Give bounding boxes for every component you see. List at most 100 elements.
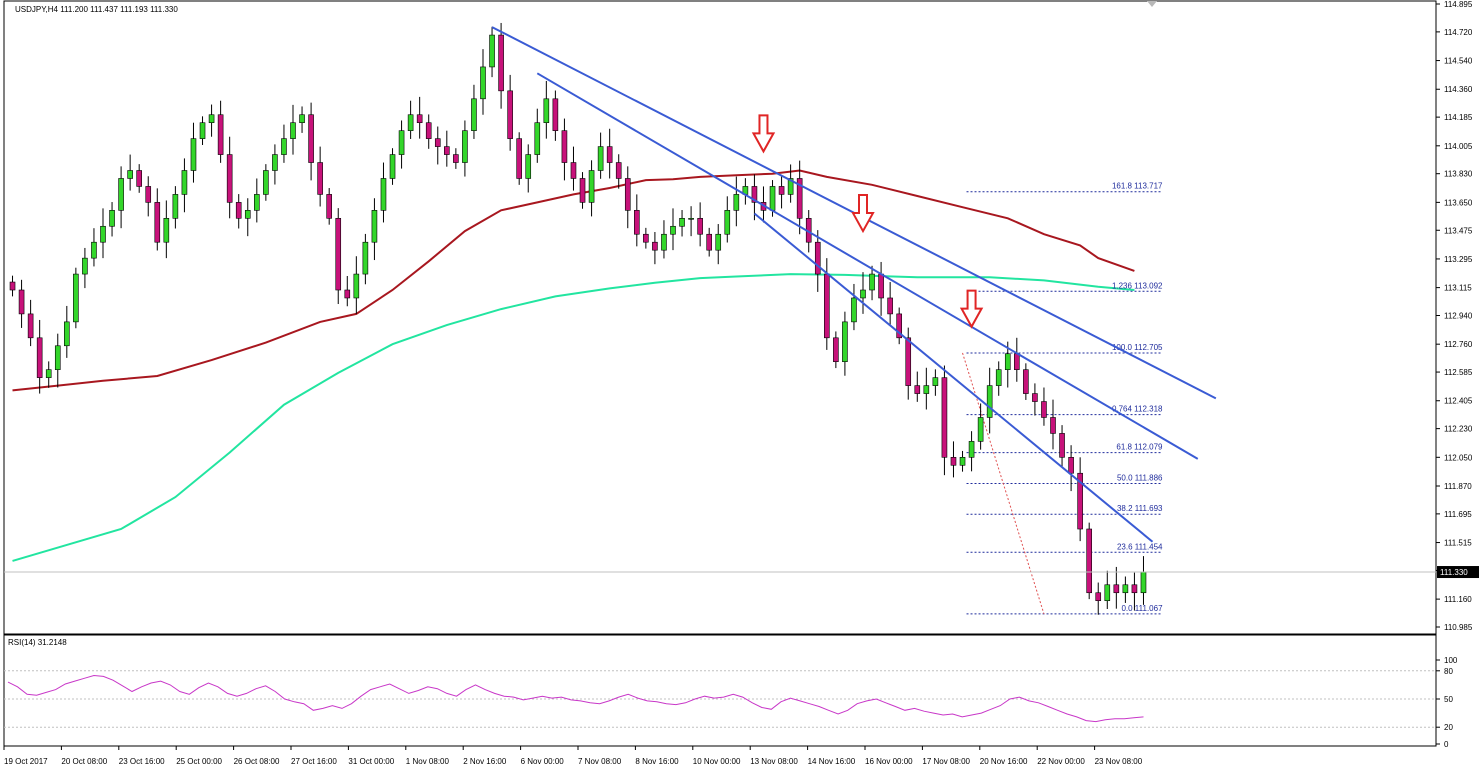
candle-body xyxy=(986,385,993,418)
price-panel-frame xyxy=(3,0,1437,635)
candle-body xyxy=(1122,584,1129,594)
candle-body xyxy=(896,313,902,339)
rsi-axis-label: 100 xyxy=(1444,656,1458,665)
price-axis-label: 112.230 xyxy=(1444,425,1473,434)
candle-body xyxy=(932,377,939,386)
candle-body xyxy=(91,241,97,259)
candle-body xyxy=(371,210,378,243)
price-axis-label: 111.160 xyxy=(1444,595,1472,604)
candle-body xyxy=(751,186,758,203)
candle-body xyxy=(398,130,405,155)
price-axis-label: 113.830 xyxy=(1444,170,1473,179)
rsi-axis-label: 50 xyxy=(1444,695,1453,704)
candle-body xyxy=(787,178,794,195)
time-axis-label: 27 Oct 16:00 xyxy=(291,757,337,766)
candle-body xyxy=(1050,417,1056,434)
candle-body xyxy=(543,98,550,124)
candle-body xyxy=(579,178,586,203)
price-axis-label: 114.360 xyxy=(1444,85,1473,94)
time-axis-label: 23 Oct 16:00 xyxy=(119,757,165,766)
last-price-label: 111.330 xyxy=(1440,568,1468,577)
candle-body xyxy=(796,178,803,219)
candle-body xyxy=(688,218,694,220)
candle-body xyxy=(217,114,224,155)
candle-body xyxy=(1068,457,1074,474)
time-axis-label: 13 Nov 08:00 xyxy=(750,757,798,766)
resistance-arrow-icon xyxy=(851,194,875,234)
candle-body xyxy=(434,138,441,147)
candle-body xyxy=(615,162,622,179)
fib-level-label: 61.8 112.079 xyxy=(1116,443,1163,452)
candle-body xyxy=(941,377,948,458)
time-axis-label: 17 Nov 08:00 xyxy=(922,757,970,766)
time-axis-label: 16 Nov 00:00 xyxy=(865,757,913,766)
candle-body xyxy=(1086,528,1092,594)
candle-body xyxy=(1023,369,1029,394)
candle-body xyxy=(661,233,667,251)
trendline[interactable] xyxy=(753,212,1154,543)
candle-body xyxy=(950,457,957,466)
candle-body xyxy=(570,162,577,179)
time-axis-label: 14 Nov 16:00 xyxy=(808,757,856,766)
fib-level-label: 23.6 111.454 xyxy=(1117,542,1163,551)
candle-body xyxy=(181,170,188,195)
candle-body xyxy=(1004,353,1011,370)
candle-body xyxy=(199,122,206,139)
price-axis-label: 113.650 xyxy=(1444,198,1473,207)
price-axis-label: 110.985 xyxy=(1444,623,1473,632)
candle-body xyxy=(326,194,332,219)
fib-level-label: 0.0 111.067 xyxy=(1121,604,1163,613)
time-axis-label: 25 Oct 00:00 xyxy=(176,757,222,766)
candle-body xyxy=(525,154,532,179)
candle-body xyxy=(380,178,387,211)
price-axis-label: 112.585 xyxy=(1444,368,1473,377)
candle-body xyxy=(697,218,703,235)
time-axis-label: 23 Nov 08:00 xyxy=(1095,757,1143,766)
trendline[interactable] xyxy=(536,72,1199,460)
price-axis-label: 114.895 xyxy=(1444,0,1473,9)
candle-body xyxy=(814,241,821,275)
candle-body xyxy=(163,218,170,243)
candle-body xyxy=(272,154,278,171)
price-axis-label: 113.295 xyxy=(1444,255,1473,264)
time-axis-label: 8 Nov 16:00 xyxy=(635,757,679,766)
candle-body xyxy=(235,202,242,219)
candle-body xyxy=(851,297,857,323)
candle-body xyxy=(145,186,152,203)
candle-body xyxy=(244,210,251,219)
fib-level-label: 0.764 112.318 xyxy=(1112,405,1163,414)
time-axis-label: 20 Oct 08:00 xyxy=(61,757,107,766)
candle-body xyxy=(9,281,16,291)
candle-body xyxy=(588,170,595,203)
candle-body xyxy=(643,233,649,243)
candle-body xyxy=(226,154,233,203)
candle-body xyxy=(624,178,631,211)
candle-body xyxy=(516,138,522,179)
resistance-arrow-icon xyxy=(751,114,776,154)
fib-level-label: 1.236 113.092 xyxy=(1112,281,1163,290)
fib-level-label: 100.0 112.705 xyxy=(1112,343,1163,352)
candle-body xyxy=(1041,401,1047,418)
candle-body xyxy=(254,194,260,211)
last-price-badge xyxy=(1437,566,1479,579)
time-axis-label: 20 Nov 16:00 xyxy=(980,757,1028,766)
chart-shift-marker-icon[interactable] xyxy=(1146,0,1158,8)
candle-body xyxy=(959,457,966,466)
candle-body xyxy=(878,273,884,299)
candle-body xyxy=(109,210,115,227)
time-axis-label: 31 Oct 00:00 xyxy=(348,757,394,766)
rsi-axis-label: 80 xyxy=(1444,667,1453,676)
candle-body xyxy=(1131,584,1138,594)
candle-body xyxy=(1104,584,1111,602)
candle-body xyxy=(308,114,314,163)
candle-body xyxy=(778,186,785,195)
price-axis-label: 112.405 xyxy=(1444,397,1473,406)
fib-level-label: 50.0 111.886 xyxy=(1117,473,1163,482)
rsi-axis-label: 20 xyxy=(1444,723,1453,732)
candle-body xyxy=(507,90,513,139)
price-axis-label: 114.720 xyxy=(1444,28,1473,37)
candle-body xyxy=(887,297,893,315)
resistance-arrow-icon xyxy=(959,289,984,329)
